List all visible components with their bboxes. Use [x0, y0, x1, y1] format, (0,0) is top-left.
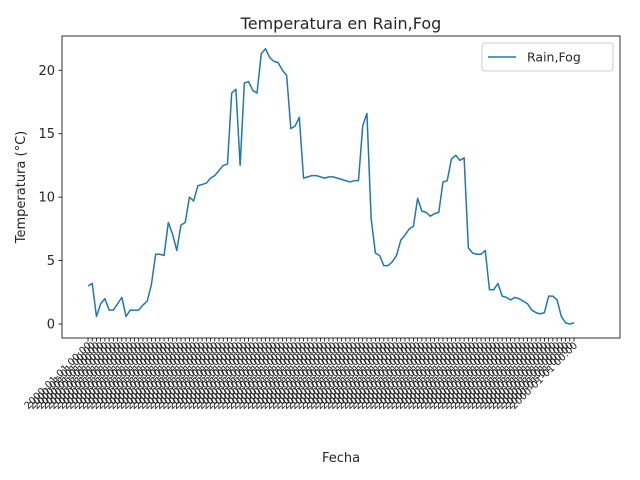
axes-frame — [61, 35, 621, 339]
x-axis-label: Fecha — [322, 451, 360, 466]
y-axis-label: Temperatura (°C) — [14, 131, 29, 244]
y-tick-label: 5 — [47, 254, 55, 269]
y-axis-ticks: 0 5 10 15 20 — [38, 64, 62, 333]
chart-title: Temperatura en Rain,Fog — [240, 14, 442, 33]
legend-label: Rain,Fog — [527, 50, 581, 65]
y-tick-label: 0 — [47, 318, 55, 333]
legend: Rain,Fog — [481, 42, 614, 72]
plot-area — [61, 35, 621, 339]
legend-box — [481, 42, 614, 72]
series-line-rain-fog — [87, 47, 575, 325]
y-tick-label: 15 — [38, 127, 55, 142]
y-tick-label: 20 — [38, 64, 55, 79]
y-tick-label: 10 — [38, 191, 55, 206]
